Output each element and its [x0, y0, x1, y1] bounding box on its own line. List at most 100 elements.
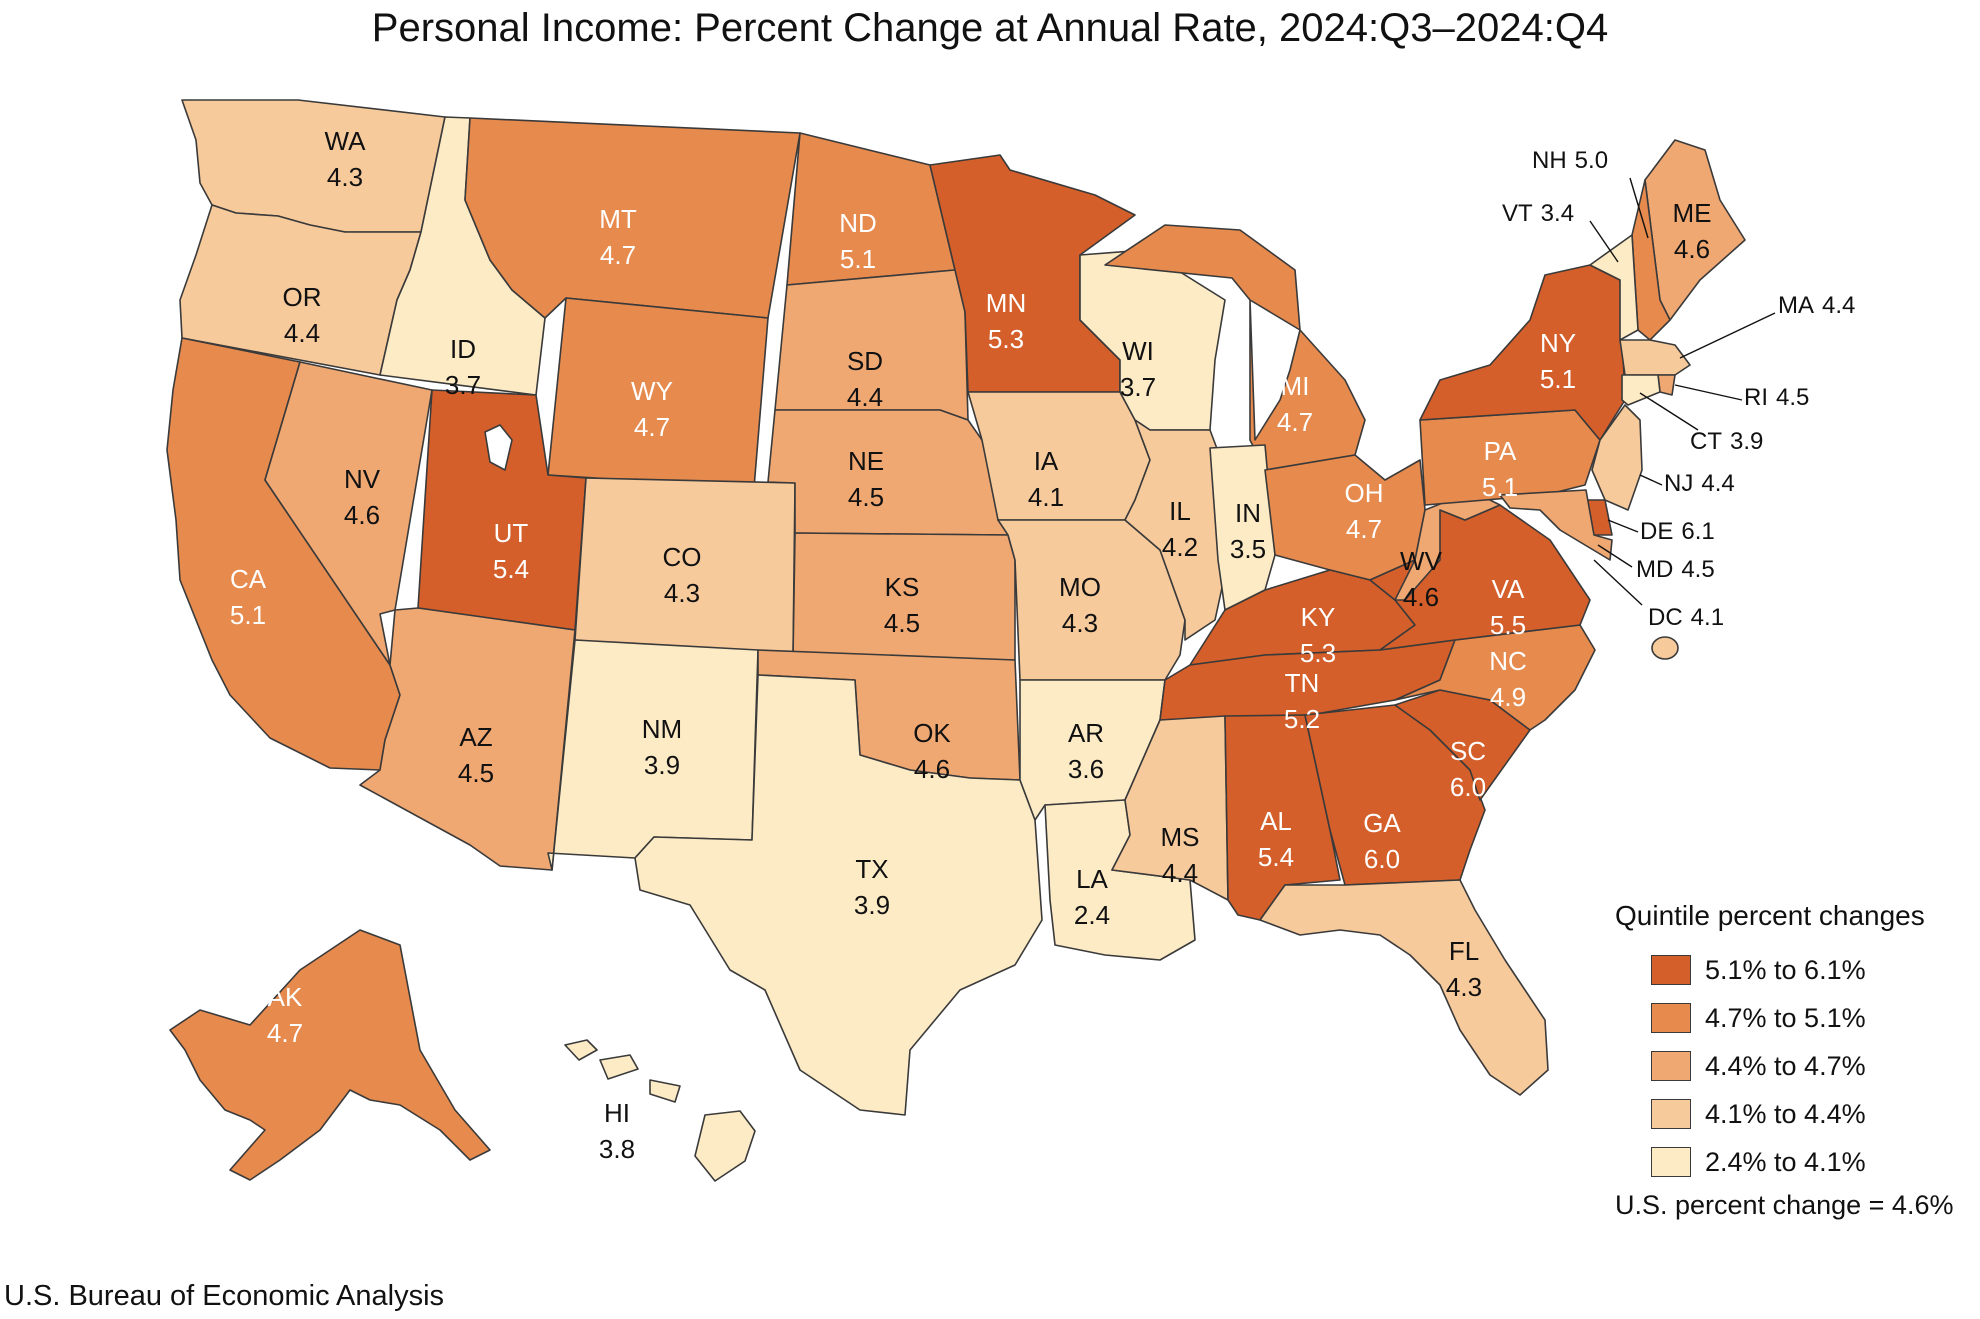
state-value-wy: 4.7 [634, 412, 670, 442]
state-abbr-ri: RI [1744, 384, 1768, 411]
state-hi [564, 1039, 756, 1182]
legend-swatch [1651, 955, 1691, 985]
state-abbr-ct: CT [1690, 428, 1722, 455]
state-abbr-sc: SC [1450, 736, 1486, 766]
state-abbr-nm: NM [642, 714, 682, 744]
state-abbr-ma: MA [1778, 292, 1814, 319]
state-value-ky: 5.3 [1300, 638, 1336, 668]
legend-item: 4.4% to 4.7% [1615, 1042, 1975, 1090]
state-abbr-in: IN [1235, 498, 1261, 528]
state-value-ca: 5.1 [230, 600, 266, 630]
state-md [1499, 489, 1613, 561]
state-abbr-nd: ND [839, 208, 877, 238]
state-value-md: 4.5 [1681, 556, 1714, 583]
state-value-ct: 3.9 [1730, 428, 1763, 455]
state-value-wv: 4.6 [1403, 582, 1439, 612]
state-value-ny: 5.1 [1540, 364, 1576, 394]
leader-line-dc [1593, 559, 1643, 606]
state-abbr-mt: MT [599, 204, 637, 234]
state-value-il: 4.2 [1162, 532, 1198, 562]
callout-label-vt: VT 3.4 [1502, 200, 1574, 227]
state-abbr-ut: UT [494, 518, 529, 548]
state-abbr-wi: WI [1122, 336, 1154, 366]
state-abbr-dc: DC [1648, 604, 1683, 631]
leader-line-ct [1639, 392, 1699, 431]
state-abbr-nc: NC [1489, 646, 1527, 676]
state-value-al: 5.4 [1258, 842, 1294, 872]
state-value-ri: 4.5 [1776, 384, 1809, 411]
state-abbr-hi: HI [604, 1098, 630, 1128]
state-me [1644, 139, 1746, 321]
state-value-dc: 4.1 [1691, 604, 1724, 631]
legend-label: 2.4% to 4.1% [1705, 1146, 1866, 1177]
state-abbr-fl: FL [1449, 936, 1479, 966]
state-abbr-ny: NY [1540, 328, 1576, 358]
legend-items: 5.1% to 6.1% 4.7% to 5.1% 4.4% to 4.7% 4.1%… [1615, 946, 1975, 1186]
state-abbr-il: IL [1169, 496, 1191, 526]
state-abbr-ms: MS [1161, 822, 1200, 852]
state-value-mi: 4.7 [1277, 407, 1313, 437]
legend: Quintile percent changes 5.1% to 6.1% 4.7… [1615, 900, 1975, 1221]
state-labels: WA 4.3 OR 4.4 CA 5.1 ID 3.7 NV 4.6 MT 4.7 WY 4.7 UT 5.4… [230, 126, 1855, 1164]
state-value-nj: 4.4 [1701, 470, 1734, 497]
state-nc [1394, 624, 1596, 731]
leader-line-md [1597, 544, 1633, 568]
state-value-tx: 3.9 [854, 890, 890, 920]
state-value-co: 4.3 [664, 578, 700, 608]
state-value-az: 4.5 [458, 758, 494, 788]
state-dc [1651, 636, 1679, 660]
leader-line-nj [1639, 474, 1663, 486]
state-shapes [166, 99, 1746, 1182]
state-value-ok: 4.6 [914, 754, 950, 784]
state-abbr-sd: SD [847, 346, 883, 376]
state-abbr-az: AZ [459, 722, 492, 752]
state-value-ne: 4.5 [848, 482, 884, 512]
state-value-sc: 6.0 [1450, 772, 1486, 802]
leader-line-vt [1589, 220, 1619, 263]
state-tx [634, 674, 1043, 1116]
state-il [1124, 419, 1229, 641]
state-ct [1621, 374, 1661, 406]
legend-label: 4.7% to 5.1% [1705, 1002, 1866, 1033]
state-abbr-ga: GA [1363, 808, 1401, 838]
state-abbr-ky: KY [1301, 602, 1336, 632]
state-abbr-tn: TN [1285, 668, 1320, 698]
legend-swatch [1651, 1051, 1691, 1081]
state-value-nh: 5.0 [1575, 147, 1608, 174]
legend-item: 2.4% to 4.1% [1615, 1138, 1975, 1186]
leader-line-de [1607, 519, 1639, 533]
state-abbr-nh: NH [1532, 147, 1567, 174]
state-value-ms: 4.4 [1162, 858, 1198, 888]
legend-label: 4.1% to 4.4% [1705, 1098, 1866, 1129]
state-abbr-mn: MN [986, 288, 1026, 318]
state-abbr-md: MD [1636, 556, 1673, 583]
state-value-nd: 5.1 [840, 244, 876, 274]
state-abbr-ar: AR [1068, 718, 1104, 748]
state-abbr-wa: WA [325, 126, 367, 156]
state-abbr-me: ME [1673, 198, 1712, 228]
state-abbr-ak: AK [268, 982, 303, 1012]
state-abbr-oh: OH [1345, 478, 1384, 508]
state-value-ma: 4.4 [1822, 292, 1855, 319]
state-value-tn: 5.2 [1284, 704, 1320, 734]
state-ks [792, 532, 1016, 661]
legend-label: 5.1% to 6.1% [1705, 954, 1866, 985]
state-ak [169, 929, 491, 1181]
state-value-de: 6.1 [1681, 518, 1714, 545]
legend-item: 4.7% to 5.1% [1615, 994, 1975, 1042]
state-value-ks: 4.5 [884, 608, 920, 638]
legend-swatch [1651, 1147, 1691, 1177]
legend-item: 5.1% to 6.1% [1615, 946, 1975, 994]
state-abbr-ca: CA [230, 564, 267, 594]
state-abbr-mo: MO [1059, 572, 1101, 602]
state-value-va: 5.5 [1490, 610, 1526, 640]
state-nj [1591, 404, 1643, 511]
legend-title: Quintile percent changes [1615, 900, 1925, 931]
state-value-me: 4.6 [1674, 234, 1710, 264]
callout-label-ri: RI 4.5 [1744, 384, 1809, 411]
callout-label-nj: NJ 4.4 [1664, 470, 1735, 497]
state-value-ak: 4.7 [267, 1018, 303, 1048]
state-fl [1259, 879, 1549, 1096]
callout-leaders [1589, 177, 1776, 606]
state-abbr-id: ID [450, 334, 476, 364]
